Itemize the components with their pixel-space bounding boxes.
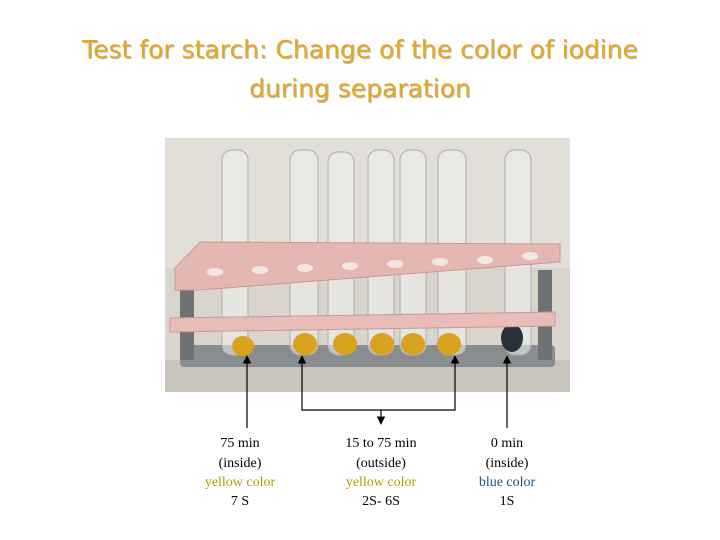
label-line: blue color: [479, 475, 536, 490]
title-line: Test for starch: Change of the color of …: [81, 35, 638, 64]
title-line: during separation: [249, 74, 471, 103]
label-line: 2S- 6S: [362, 494, 400, 509]
label-line: 0 min: [491, 436, 523, 451]
photo: [165, 138, 570, 392]
title-shadow: during separation: [250, 75, 472, 104]
label-group: 0 min (inside) blue color 1S: [479, 436, 536, 509]
label-line: 75 min: [220, 436, 259, 451]
label-group: 15 to 75 min (outside) yellow color 2S- …: [345, 436, 416, 509]
label-line: (inside): [486, 456, 529, 471]
label-line: yellow color: [346, 475, 417, 490]
label-group: 75 min (inside) yellow color 7 S: [205, 436, 276, 509]
label-line: (inside): [219, 456, 262, 471]
bracket-arrow: [297, 355, 460, 411]
label-line: 1S: [500, 494, 515, 509]
label-line: yellow color: [205, 475, 276, 490]
label-line: 15 to 75 min: [345, 436, 416, 451]
label-line: 7 S: [231, 494, 249, 509]
title-shadow: Test for starch: Change of the color of …: [82, 36, 639, 65]
label-line: (outside): [356, 456, 406, 471]
